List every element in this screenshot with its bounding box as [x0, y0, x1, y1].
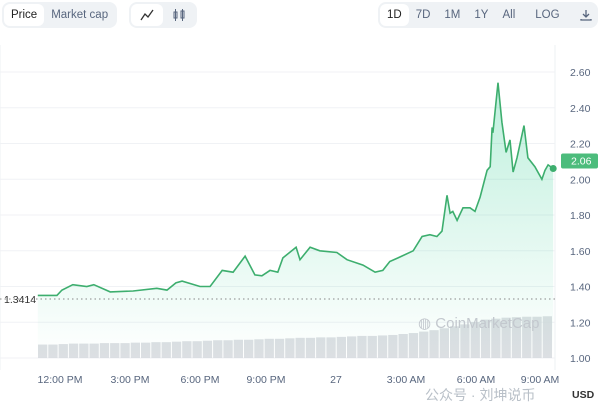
wechat-watermark: 公众号 · 刘坤说币 — [425, 387, 536, 403]
current-point — [549, 165, 557, 173]
x-tick-label: 3:00 PM — [110, 374, 149, 386]
range-all[interactable]: All — [502, 9, 516, 21]
tab-price[interactable]: Price — [4, 4, 45, 26]
y-tick-label: 1.20 — [570, 317, 591, 329]
x-tick-label: 6:00 AM — [457, 374, 496, 386]
x-tick-label: 6:00 PM — [180, 374, 219, 386]
y-tick-label: 2.00 — [570, 174, 591, 186]
candlestick-icon[interactable] — [163, 4, 195, 26]
price-area — [37, 82, 554, 358]
price-line — [37, 82, 554, 297]
range-1d[interactable]: 1D — [380, 4, 409, 26]
reference-price-label: 1.3414 — [4, 294, 36, 306]
y-tick-label: 1.00 — [570, 353, 591, 365]
x-tick-label: 9:00 AM — [521, 374, 560, 386]
coinmarketcap-watermark: ◍ CoinMarketCap — [418, 315, 540, 332]
y-tick-label: 1.80 — [570, 210, 591, 222]
tab-market-cap[interactable]: Market cap — [51, 9, 109, 21]
x-tick-label: 27 — [330, 374, 342, 386]
currency-unit: USD — [572, 389, 595, 401]
chart-type-toggle — [129, 2, 197, 28]
y-tick-label: 2.60 — [570, 67, 591, 79]
range-1m[interactable]: 1M — [444, 9, 461, 21]
log-toggle[interactable]: LOG — [535, 9, 560, 21]
x-tick-label: 9:00 PM — [246, 374, 285, 386]
download-icon[interactable] — [573, 4, 599, 26]
y-tick-label: 2.40 — [570, 103, 591, 115]
range-7d[interactable]: 7D — [415, 9, 431, 21]
x-tick-label: 3:00 AM — [387, 374, 426, 386]
line-chart-icon[interactable] — [131, 4, 163, 26]
svg-text:2.06: 2.06 — [571, 156, 592, 168]
range-selector: 1D 7D 1M 1Y All LOG — [378, 2, 598, 28]
range-1y[interactable]: 1Y — [474, 9, 489, 21]
current-price-tag: 2.06 — [561, 153, 598, 169]
y-tick-label: 1.60 — [570, 246, 591, 258]
y-tick-label: 2.20 — [570, 139, 591, 151]
metric-tabs: Price Market cap — [2, 2, 118, 28]
y-tick-label: 1.40 — [570, 282, 591, 294]
x-tick-label: 12:00 PM — [38, 374, 83, 386]
